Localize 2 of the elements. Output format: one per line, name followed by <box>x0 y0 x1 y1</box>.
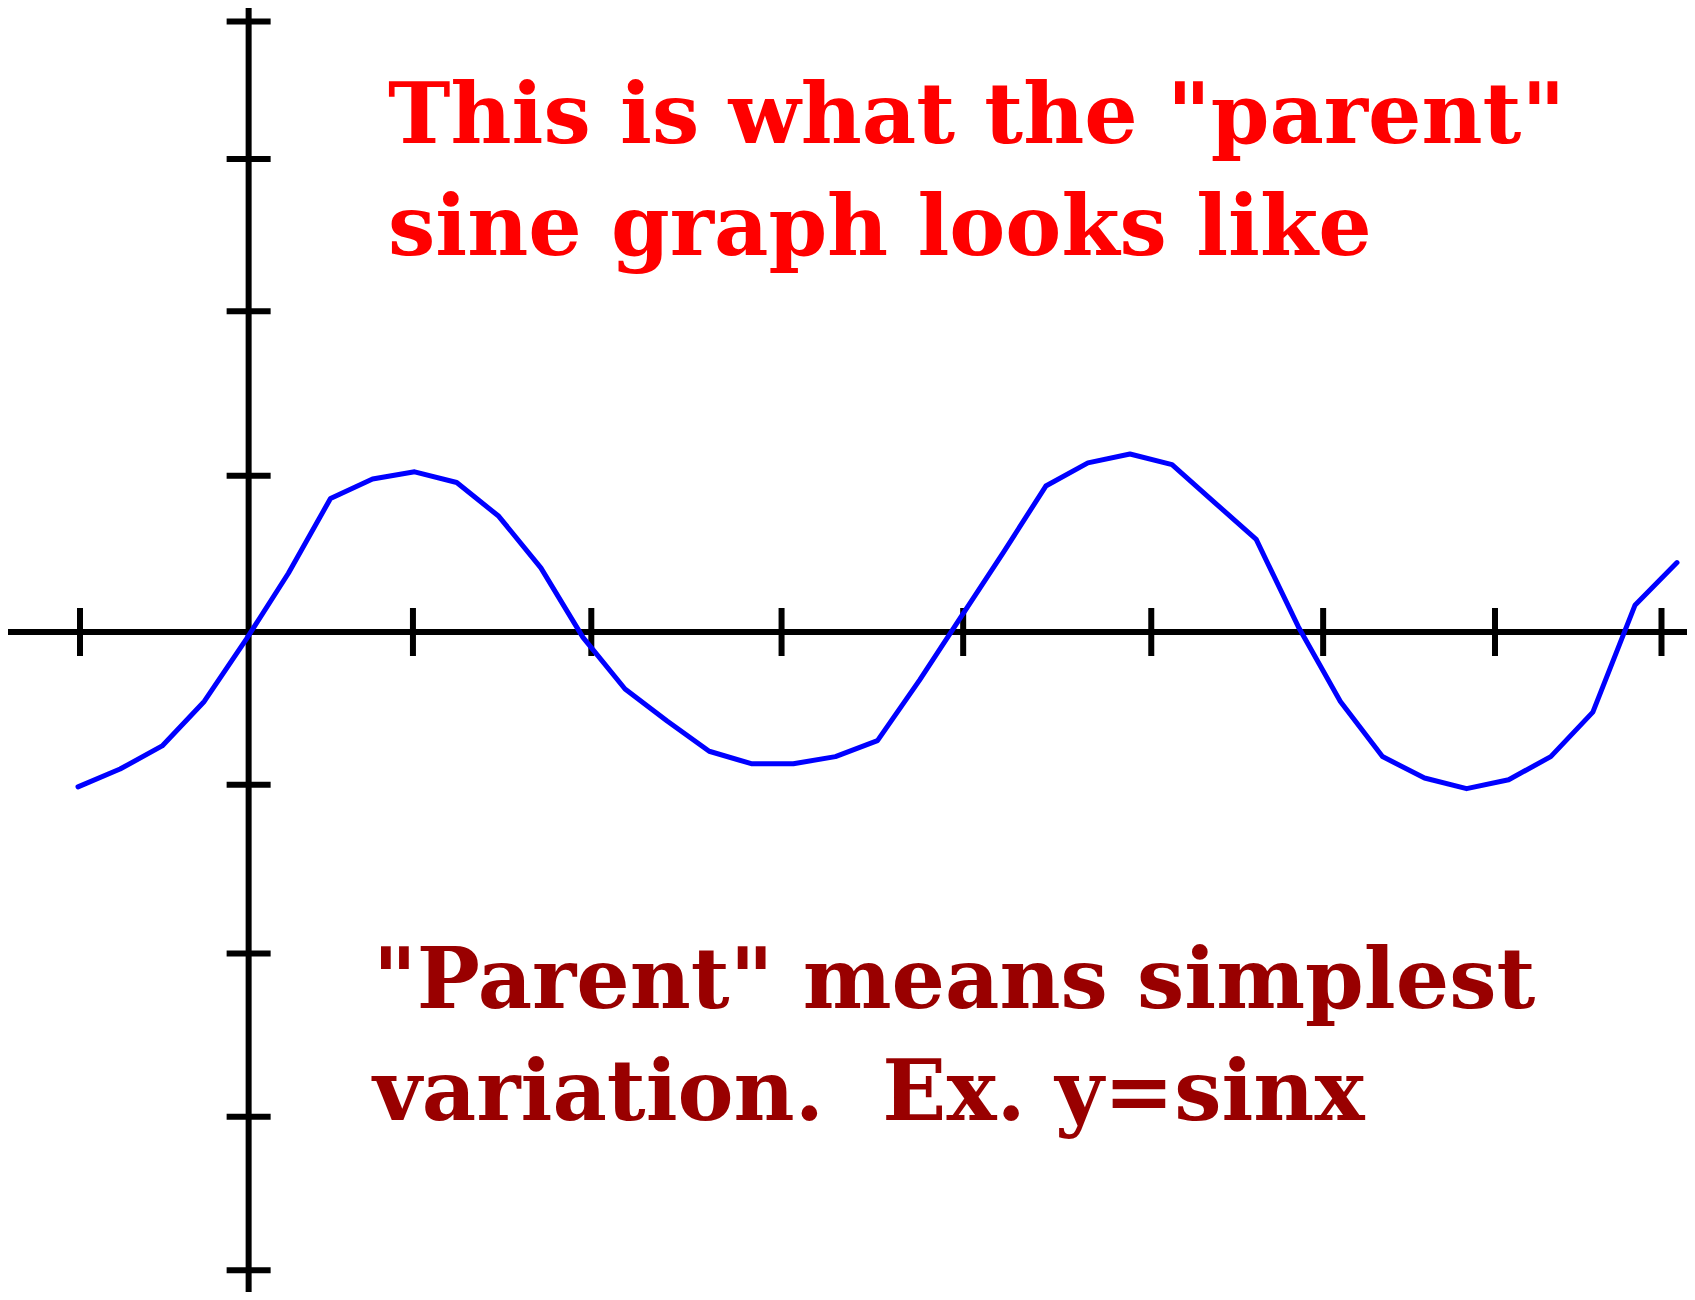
text: "Parent" means simplest variation. Ex. y=sinx <box>373 928 1537 1142</box>
text: This is what the "parent" sine graph looks like <box>388 63 1567 277</box>
